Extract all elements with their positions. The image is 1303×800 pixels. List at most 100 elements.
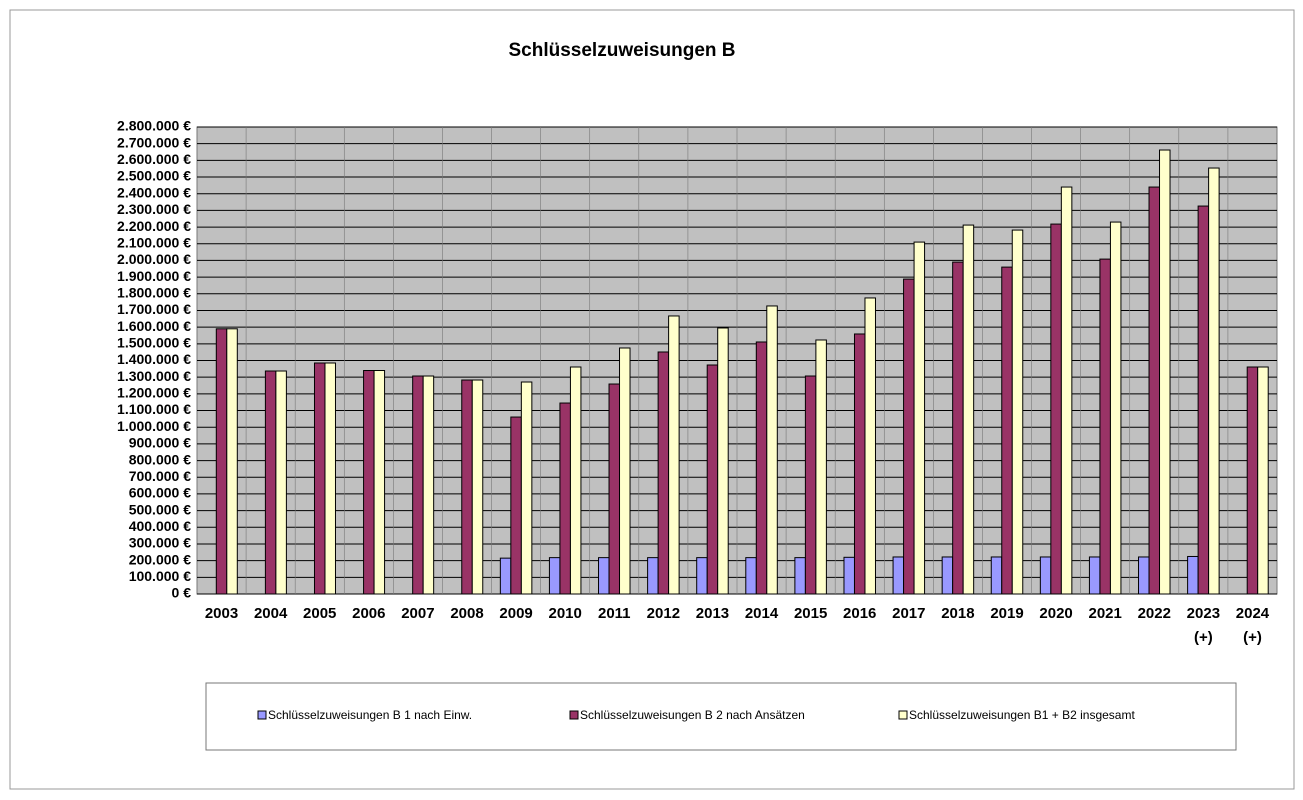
x-tick-label: 2017 bbox=[892, 605, 925, 622]
y-tick-label: 2.200.000 € bbox=[117, 218, 191, 234]
bar bbox=[843, 556, 855, 595]
y-tick-label: 900.000 € bbox=[129, 435, 191, 451]
bar bbox=[559, 402, 571, 595]
bar bbox=[520, 381, 533, 595]
y-tick-label: 1.100.000 € bbox=[117, 401, 191, 417]
y-tick-label: 1.200.000 € bbox=[117, 385, 191, 401]
y-tick-label: 1.800.000 € bbox=[117, 284, 191, 300]
bar bbox=[892, 556, 905, 595]
x-tick-label: 2008 bbox=[450, 605, 483, 622]
x-tick-label: 2019 bbox=[990, 605, 1023, 622]
bar bbox=[804, 375, 817, 595]
bar bbox=[717, 327, 729, 595]
y-tick-label: 200.000 € bbox=[129, 551, 191, 567]
y-tick-label: 100.000 € bbox=[129, 568, 191, 584]
legend-label: Schlüsselzuweisungen B1 + B2 insgesamt bbox=[909, 708, 1135, 722]
bar bbox=[1001, 266, 1013, 595]
y-tick-label: 700.000 € bbox=[129, 468, 191, 484]
x-tick-label: 2024 (+) bbox=[1236, 605, 1270, 646]
bar bbox=[1109, 221, 1122, 595]
bar bbox=[990, 556, 1003, 595]
bar bbox=[913, 241, 926, 595]
x-tick-label: 2003 bbox=[205, 605, 238, 622]
x-tick-label: 2006 bbox=[352, 605, 385, 622]
bar bbox=[1148, 186, 1161, 595]
x-tick-label: 2022 bbox=[1138, 605, 1171, 622]
bar bbox=[324, 362, 336, 595]
bar bbox=[548, 557, 561, 595]
x-tick-label: 2015 bbox=[794, 605, 827, 622]
x-tick-label: 2016 bbox=[843, 605, 876, 622]
bar bbox=[864, 297, 876, 595]
legend-swatch bbox=[257, 710, 267, 720]
bar bbox=[696, 557, 708, 595]
bar bbox=[794, 557, 806, 595]
y-tick-label: 2.500.000 € bbox=[117, 168, 191, 184]
y-tick-label: 600.000 € bbox=[129, 485, 191, 501]
x-tick-label: 2018 bbox=[941, 605, 974, 622]
x-tick-label: 2005 bbox=[303, 605, 336, 622]
bar bbox=[668, 315, 680, 595]
legend-swatch bbox=[569, 710, 579, 720]
bar bbox=[952, 261, 964, 595]
y-tick-label: 1.400.000 € bbox=[117, 351, 191, 367]
bar bbox=[1088, 556, 1101, 595]
y-tick-label: 2.600.000 € bbox=[117, 151, 191, 167]
legend-label: Schlüsselzuweisungen B 2 nach Ansätzen bbox=[580, 708, 805, 722]
bar bbox=[1187, 555, 1199, 595]
x-tick-label: 2020 bbox=[1039, 605, 1072, 622]
bar bbox=[657, 351, 670, 595]
x-tick-label: 2012 bbox=[647, 605, 680, 622]
y-tick-label: 1.500.000 € bbox=[117, 335, 191, 351]
bar bbox=[647, 557, 659, 595]
bar bbox=[226, 328, 238, 595]
bar bbox=[1138, 556, 1150, 595]
y-tick-label: 1.600.000 € bbox=[117, 318, 191, 334]
bar bbox=[275, 370, 287, 595]
bar bbox=[1099, 258, 1111, 595]
y-tick-label: 500.000 € bbox=[129, 501, 191, 517]
bar bbox=[619, 347, 631, 595]
bar bbox=[1050, 223, 1062, 595]
bar bbox=[766, 305, 778, 595]
chart-title: Schlüsselzuweisungen B bbox=[509, 40, 736, 61]
bar bbox=[569, 366, 582, 595]
y-tick-label: 2.700.000 € bbox=[117, 134, 191, 150]
bar bbox=[1246, 366, 1259, 595]
bar bbox=[499, 557, 512, 595]
x-tick-label: 2009 bbox=[499, 605, 532, 622]
x-tick-label: 2023 (+) bbox=[1187, 605, 1220, 646]
x-tick-label: 2011 bbox=[598, 605, 631, 622]
x-tick-label: 2004 bbox=[254, 605, 288, 622]
y-tick-label: 1.300.000 € bbox=[117, 368, 191, 384]
bar bbox=[706, 364, 719, 595]
bar bbox=[461, 379, 473, 595]
legend-label: Schlüsselzuweisungen B 1 nach Einw. bbox=[268, 708, 472, 722]
bar bbox=[1197, 205, 1210, 595]
bar bbox=[1011, 229, 1024, 595]
bar bbox=[853, 333, 866, 595]
y-tick-label: 1.700.000 € bbox=[117, 301, 191, 317]
y-tick-label: 2.300.000 € bbox=[117, 201, 191, 217]
x-tick-label: 2021 bbox=[1088, 605, 1121, 622]
bar bbox=[608, 383, 621, 595]
bar bbox=[903, 278, 915, 595]
bar bbox=[412, 375, 424, 595]
y-tick-label: 2.800.000 € bbox=[117, 118, 191, 134]
x-tick-label: 2014 bbox=[745, 605, 779, 622]
y-tick-label: 0 € bbox=[172, 585, 192, 601]
bar bbox=[363, 370, 375, 595]
bar bbox=[745, 557, 757, 595]
bar bbox=[422, 375, 435, 595]
y-tick-label: 1.000.000 € bbox=[117, 418, 191, 434]
y-tick-label: 2.000.000 € bbox=[117, 251, 191, 267]
bar bbox=[510, 416, 522, 595]
y-tick-label: 2.400.000 € bbox=[117, 184, 191, 200]
y-tick-label: 800.000 € bbox=[129, 451, 191, 467]
bar bbox=[264, 370, 277, 595]
bar bbox=[471, 379, 484, 595]
y-tick-label: 400.000 € bbox=[129, 518, 191, 534]
bar bbox=[962, 224, 975, 595]
y-tick-label: 2.100.000 € bbox=[117, 234, 191, 250]
